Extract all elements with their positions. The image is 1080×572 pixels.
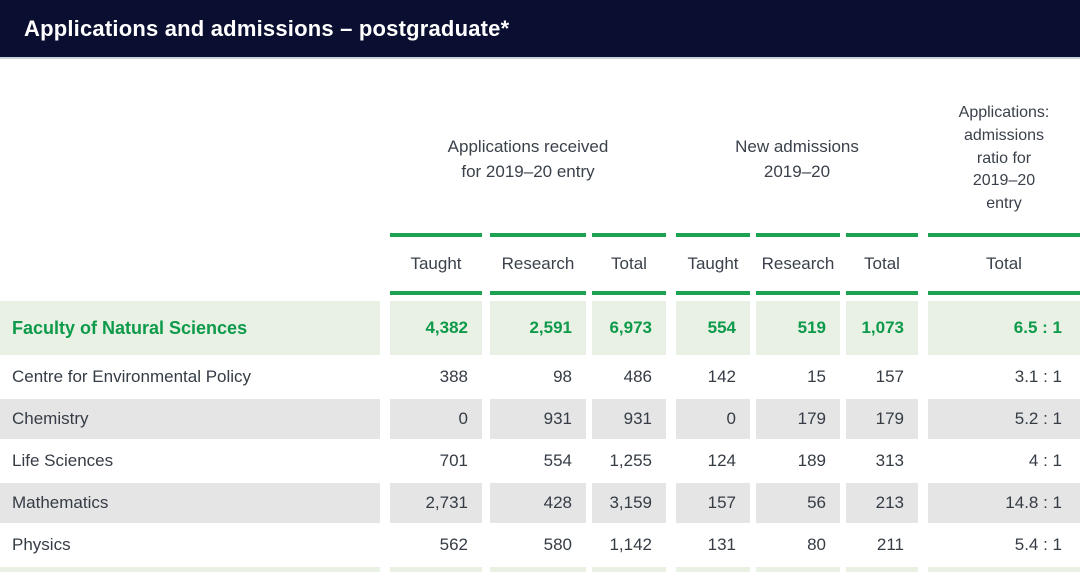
table-row: Life Sciences 701 554 1,255 124 189 313 … [0,441,1080,481]
cell-value: 80 [807,535,826,554]
cell-ratio-value: 5.2 : 1 [928,399,1080,439]
cell-value: 3,159 [592,483,666,523]
cell-value: 131 [707,535,736,554]
cell-value: 554 [543,451,572,470]
cell-value: 157 [875,367,904,386]
cell-value: 1,142 [609,535,652,554]
cell-value: 1,073 [846,301,918,355]
group-header-new-admissions: New admissions 2019–20 [735,136,859,182]
cell-value: 124 [707,451,736,470]
table-row: Mathematics 2,731 428 3,159 157 56 213 1… [0,483,1080,523]
cell-value: 486 [623,367,652,386]
group-header-applications-received: Applications received for 2019–20 entry [447,136,609,182]
row-label: Physics [12,535,71,554]
cell-ratio-value: 3.1 : 1 [1014,367,1062,386]
column-header-applications-total: Total [592,233,666,295]
cell-value: 6,973 [592,301,666,355]
group-header-applications-admissions-ratio: Applications: admissions ratio for 2019–… [958,104,1050,213]
table-row-faculty-total: Faculty of Natural Sciences 4,382 2,591 … [0,301,1080,355]
cell-value: 179 [846,399,918,439]
cell-value: 388 [439,367,468,386]
cell-value: 56 [756,483,840,523]
cell-value: 0 [676,399,750,439]
cell-value: 562 [439,535,468,554]
cell-value: 0 [390,399,482,439]
table-row: Chemistry 0 931 931 0 179 179 5.2 : 1 [0,399,1080,439]
column-header-admissions-taught: Taught [676,233,750,295]
cell-value: 4,382 [390,301,482,355]
column-header-admissions-research: Research [756,233,840,295]
cell-value: 931 [490,399,586,439]
row-label: Faculty of Natural Sciences [0,301,380,355]
cell-value: 931 [592,399,666,439]
cell-value: 2,591 [490,301,586,355]
cell-value: 98 [553,367,572,386]
cell-value: 313 [875,451,904,470]
cell-value: 213 [846,483,918,523]
cell-ratio-value: 6.5 : 1 [928,301,1080,355]
column-header-applications-taught: Taught [390,233,482,295]
cell-value: 428 [490,483,586,523]
row-label: Chemistry [0,399,380,439]
column-header-ratio-total: Total [928,233,1080,295]
cell-value: 580 [543,535,572,554]
cell-value: 1,255 [609,451,652,470]
cell-value: 142 [707,367,736,386]
cell-value: 701 [439,451,468,470]
title-bar: Applications and admissions – postgradua… [0,0,1080,59]
row-label: Centre for Environmental Policy [12,367,252,386]
cell-value: 211 [876,535,904,554]
table-column-headers: Taught Research Total Taught Research To… [0,233,1080,295]
cell-value: 157 [676,483,750,523]
table-header-groups: Applications received for 2019–20 entry … [0,85,1080,233]
table-row-partial [0,567,1080,572]
cell-ratio-value: 5.4 : 1 [1014,535,1062,554]
cell-value: 179 [756,399,840,439]
cell-value: 519 [756,301,840,355]
column-header-spacer [0,233,380,295]
column-header-applications-research: Research [490,233,586,295]
cell-value: 189 [797,451,826,470]
table-row: Centre for Environmental Policy 388 98 4… [0,357,1080,397]
cell-value: 15 [807,367,826,386]
row-label: Mathematics [0,483,380,523]
page-title: Applications and admissions – postgradua… [24,15,510,41]
cell-ratio-value: 14.8 : 1 [928,483,1080,523]
cell-value: 554 [676,301,750,355]
column-header-admissions-total: Total [846,233,918,295]
cell-value: 2,731 [390,483,482,523]
table-row: Physics 562 580 1,142 131 80 211 5.4 : 1 [0,525,1080,565]
cell-ratio-value: 4 : 1 [1028,451,1062,470]
row-label: Life Sciences [12,451,114,470]
